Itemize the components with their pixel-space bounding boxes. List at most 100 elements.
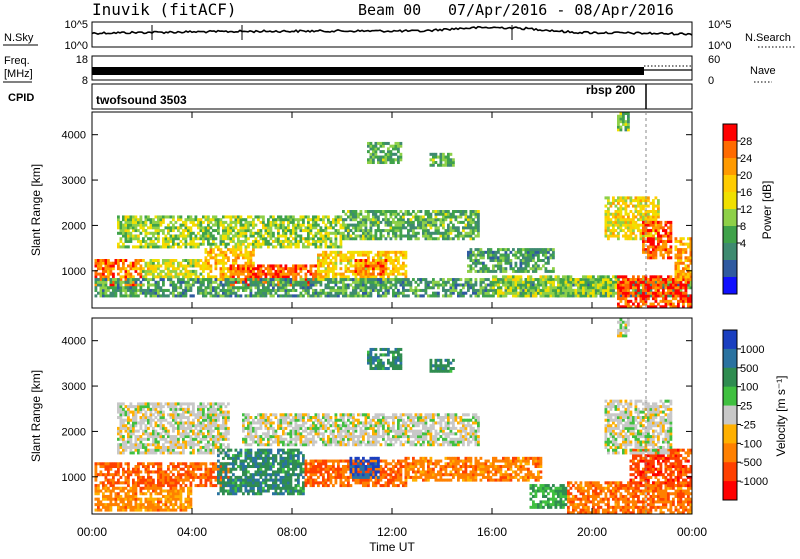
heatmap-cell (290, 284, 293, 287)
heatmap-cell (530, 289, 533, 292)
heatmap-cell (212, 294, 215, 297)
heatmap-cell (440, 221, 443, 224)
heatmap-cell (252, 254, 255, 257)
heatmap-cell (497, 267, 500, 270)
colorbar-swatch (723, 209, 737, 226)
heatmap-cell (105, 270, 108, 273)
heatmap-cell (622, 115, 625, 118)
heatmap-cell (572, 294, 575, 297)
heatmap-cell (417, 210, 420, 213)
heatmap-cell (475, 278, 478, 281)
heatmap-cell (307, 270, 310, 273)
heatmap-cell (397, 229, 400, 232)
heatmap-cell (635, 284, 638, 287)
heatmap-cell (225, 256, 228, 259)
heatmap-cell (137, 462, 140, 465)
heatmap-cell (252, 262, 255, 265)
heatmap-cell (655, 254, 658, 257)
heatmap-cell (550, 294, 553, 297)
heatmap-cell (257, 273, 260, 276)
heatmap-cell (622, 123, 625, 126)
heatmap-cell (360, 254, 363, 257)
heatmap-cell (370, 156, 373, 159)
heatmap-cell (475, 264, 478, 267)
heatmap-cell (587, 289, 590, 292)
heatmap-cell (177, 294, 180, 297)
heatmap-cell (660, 251, 663, 254)
heatmap-cell (652, 210, 655, 213)
heatmap-cell (240, 232, 243, 235)
heatmap-cell (137, 221, 140, 224)
heatmap-cell (170, 284, 173, 287)
heatmap-cell (382, 292, 385, 295)
heatmap-cell (512, 267, 515, 270)
heatmap-cell (472, 259, 475, 262)
heatmap-cell (547, 275, 550, 278)
heatmap-cell (505, 284, 508, 287)
heatmap-cell (102, 281, 105, 284)
heatmap-cell (442, 164, 445, 167)
heatmap-cell (492, 254, 495, 257)
heatmap-cell (287, 218, 290, 221)
heatmap-cell (142, 270, 145, 273)
heatmap-cell (292, 232, 295, 235)
heatmap-cell (407, 213, 410, 216)
heatmap-cell (477, 294, 480, 297)
heatmap-cell (647, 205, 650, 208)
heatmap-cell (200, 224, 203, 227)
heatmap-cell (670, 248, 673, 251)
heatmap-cell (437, 156, 440, 159)
heatmap-cell (147, 484, 150, 487)
heatmap-cell (257, 243, 260, 246)
heatmap-cell (162, 275, 165, 278)
heatmap-cell (102, 465, 105, 468)
heatmap-cell (607, 284, 610, 287)
heatmap-cell (200, 286, 203, 289)
heatmap-cell (382, 156, 385, 159)
heatmap-cell (400, 224, 403, 227)
heatmap-cell (610, 281, 613, 284)
heatmap-cell (385, 278, 388, 281)
heatmap-cell (167, 264, 170, 267)
heatmap-cell (137, 294, 140, 297)
heatmap-cell (370, 251, 373, 254)
heatmap-cell (660, 281, 663, 284)
heatmap-cell (342, 224, 345, 227)
heatmap-cell (650, 292, 653, 295)
freq-left-tick-top: 18 (76, 54, 88, 66)
heatmap-cell (242, 235, 245, 238)
heatmap-cell (397, 256, 400, 259)
heatmap-cell (325, 292, 328, 295)
heatmap-cell (172, 235, 175, 238)
heatmap-cell (395, 215, 398, 218)
heatmap-cell (410, 221, 413, 224)
heatmap-cell (210, 218, 213, 221)
heatmap-cell (282, 226, 285, 229)
heatmap-cell (250, 256, 253, 259)
heatmap-cell (220, 275, 223, 278)
heatmap-cell (122, 224, 125, 227)
heatmap-cell (440, 210, 443, 213)
heatmap-cell (525, 251, 528, 254)
heatmap-cell (155, 281, 158, 284)
heatmap-cell (307, 284, 310, 287)
heatmap-cell (477, 215, 480, 218)
heatmap-cell (127, 240, 130, 243)
heatmap-cell (600, 278, 603, 281)
heatmap-cell (240, 224, 243, 227)
heatmap-cell (112, 264, 115, 267)
heatmap-cell (270, 237, 273, 240)
heatmap-cell (632, 221, 635, 224)
heatmap-cell (622, 117, 625, 120)
heatmap-cell (357, 235, 360, 238)
heatmap-cell (402, 235, 405, 238)
heatmap-cell (342, 259, 345, 262)
heatmap-cell (410, 226, 413, 229)
heatmap-cell (267, 292, 270, 295)
heatmap-cell (647, 256, 650, 259)
heatmap-cell (267, 235, 270, 238)
heatmap-cell (460, 292, 463, 295)
heatmap-cell (362, 267, 365, 270)
heatmap-cell (225, 245, 228, 248)
heatmap-cell (375, 213, 378, 216)
